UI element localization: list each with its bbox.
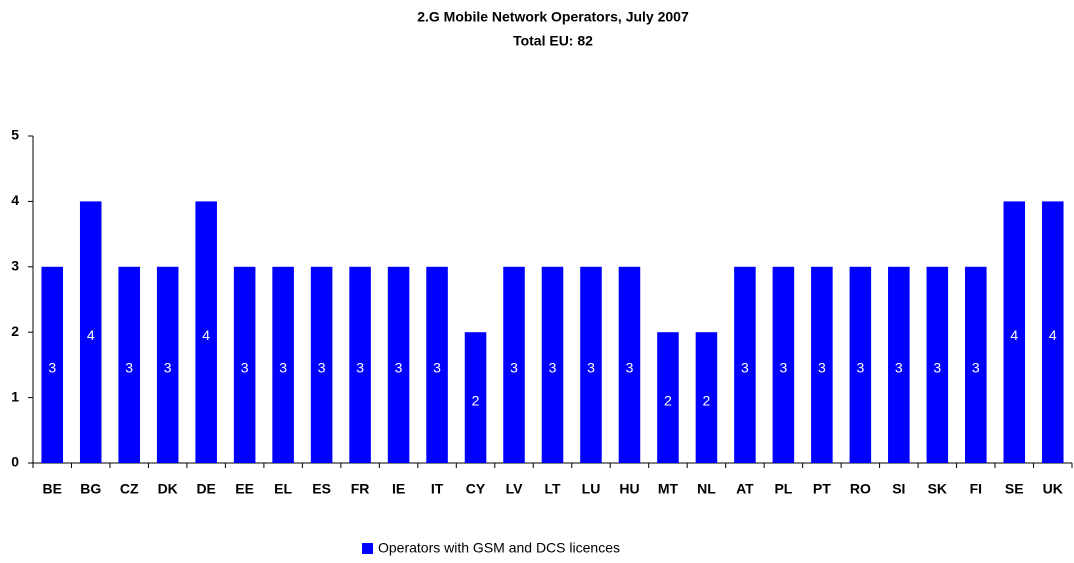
- bar: [349, 266, 371, 463]
- bar: [310, 266, 333, 463]
- x-tick-label: BE: [43, 481, 62, 497]
- bar: [503, 266, 525, 463]
- data-label: 3: [818, 360, 826, 376]
- bar: [734, 266, 756, 463]
- x-tick-label: MT: [658, 481, 679, 497]
- data-label: 3: [241, 360, 249, 376]
- data-label: 3: [510, 360, 518, 376]
- x-tick-label: EL: [274, 481, 292, 497]
- bar: [79, 201, 102, 463]
- data-label: 3: [125, 360, 133, 376]
- data-label: 3: [933, 360, 941, 376]
- bar: [772, 266, 795, 463]
- data-label: 3: [549, 360, 557, 376]
- x-tick-label: IT: [431, 481, 444, 497]
- bar: [426, 266, 448, 463]
- x-tick-label: DE: [196, 481, 215, 497]
- x-tick-label: SI: [892, 481, 905, 497]
- data-label: 3: [279, 360, 287, 376]
- x-tick-label: IE: [392, 481, 405, 497]
- x-tick-label: FI: [970, 481, 982, 497]
- data-label: 3: [972, 360, 980, 376]
- y-tick-label: 5: [11, 127, 19, 143]
- x-tick-label: DK: [158, 481, 178, 497]
- y-tick-label: 1: [11, 388, 19, 404]
- bar: [965, 266, 987, 463]
- data-label: 3: [856, 360, 864, 376]
- x-tick-label: RO: [850, 481, 871, 497]
- bar: [156, 266, 179, 463]
- x-tick-label: LU: [582, 481, 601, 497]
- data-label: 3: [895, 360, 903, 376]
- data-label: 3: [164, 360, 172, 376]
- chart-subtitle: Total EU: 82: [513, 33, 593, 49]
- x-tick-label: NL: [697, 481, 716, 497]
- bar: [118, 266, 140, 463]
- data-label: 4: [202, 327, 210, 343]
- x-tick-label: PT: [813, 481, 831, 497]
- bar: [272, 266, 294, 463]
- bar: [849, 266, 872, 463]
- x-tick-label: ES: [312, 481, 331, 497]
- data-label: 3: [741, 360, 749, 376]
- y-tick-label: 3: [11, 258, 19, 274]
- data-label: 2: [472, 392, 480, 408]
- data-label: 3: [48, 360, 56, 376]
- bar: [233, 266, 256, 463]
- x-tick-label: CZ: [120, 481, 139, 497]
- data-label: 4: [87, 327, 95, 343]
- data-label: 2: [703, 392, 711, 408]
- x-tick-label: EE: [235, 481, 254, 497]
- data-label: 3: [318, 360, 326, 376]
- data-label: 3: [626, 360, 634, 376]
- x-tick-label: HU: [619, 481, 639, 497]
- bar: [1003, 201, 1026, 463]
- bar: [580, 266, 602, 463]
- data-label: 2: [664, 392, 672, 408]
- bar: [464, 332, 487, 463]
- x-tick-label: SE: [1005, 481, 1024, 497]
- data-label: 3: [356, 360, 364, 376]
- bar: [1041, 201, 1064, 463]
- bar: [41, 266, 64, 463]
- x-tick-label: AT: [736, 481, 754, 497]
- x-tick-label: SK: [928, 481, 947, 497]
- chart-title: 2.G Mobile Network Operators, July 2007: [417, 9, 689, 25]
- bar: [541, 266, 564, 463]
- legend-swatch: [362, 543, 373, 554]
- bar: [926, 266, 949, 463]
- data-label: 3: [433, 360, 441, 376]
- x-tick-label: CY: [466, 481, 486, 497]
- x-tick-label: LT: [544, 481, 561, 497]
- x-tick-label: PL: [774, 481, 792, 497]
- y-tick-label: 4: [11, 192, 19, 208]
- data-label: 3: [587, 360, 595, 376]
- y-tick-label: 2: [11, 323, 19, 339]
- bar: [811, 266, 833, 463]
- data-label: 3: [779, 360, 787, 376]
- data-label: 4: [1049, 327, 1057, 343]
- bar: [387, 266, 410, 463]
- x-tick-label: FR: [351, 481, 370, 497]
- legend-label: Operators with GSM and DCS licences: [378, 540, 620, 556]
- y-tick-label: 0: [11, 454, 19, 470]
- bar: [195, 201, 217, 463]
- x-tick-label: BG: [80, 481, 101, 497]
- data-label: 3: [395, 360, 403, 376]
- bar: [888, 266, 910, 463]
- bar: [618, 266, 641, 463]
- data-label: 4: [1010, 327, 1018, 343]
- x-tick-label: LV: [506, 481, 524, 497]
- x-tick-label: UK: [1043, 481, 1063, 497]
- bar: [657, 332, 679, 463]
- bar: [695, 332, 718, 463]
